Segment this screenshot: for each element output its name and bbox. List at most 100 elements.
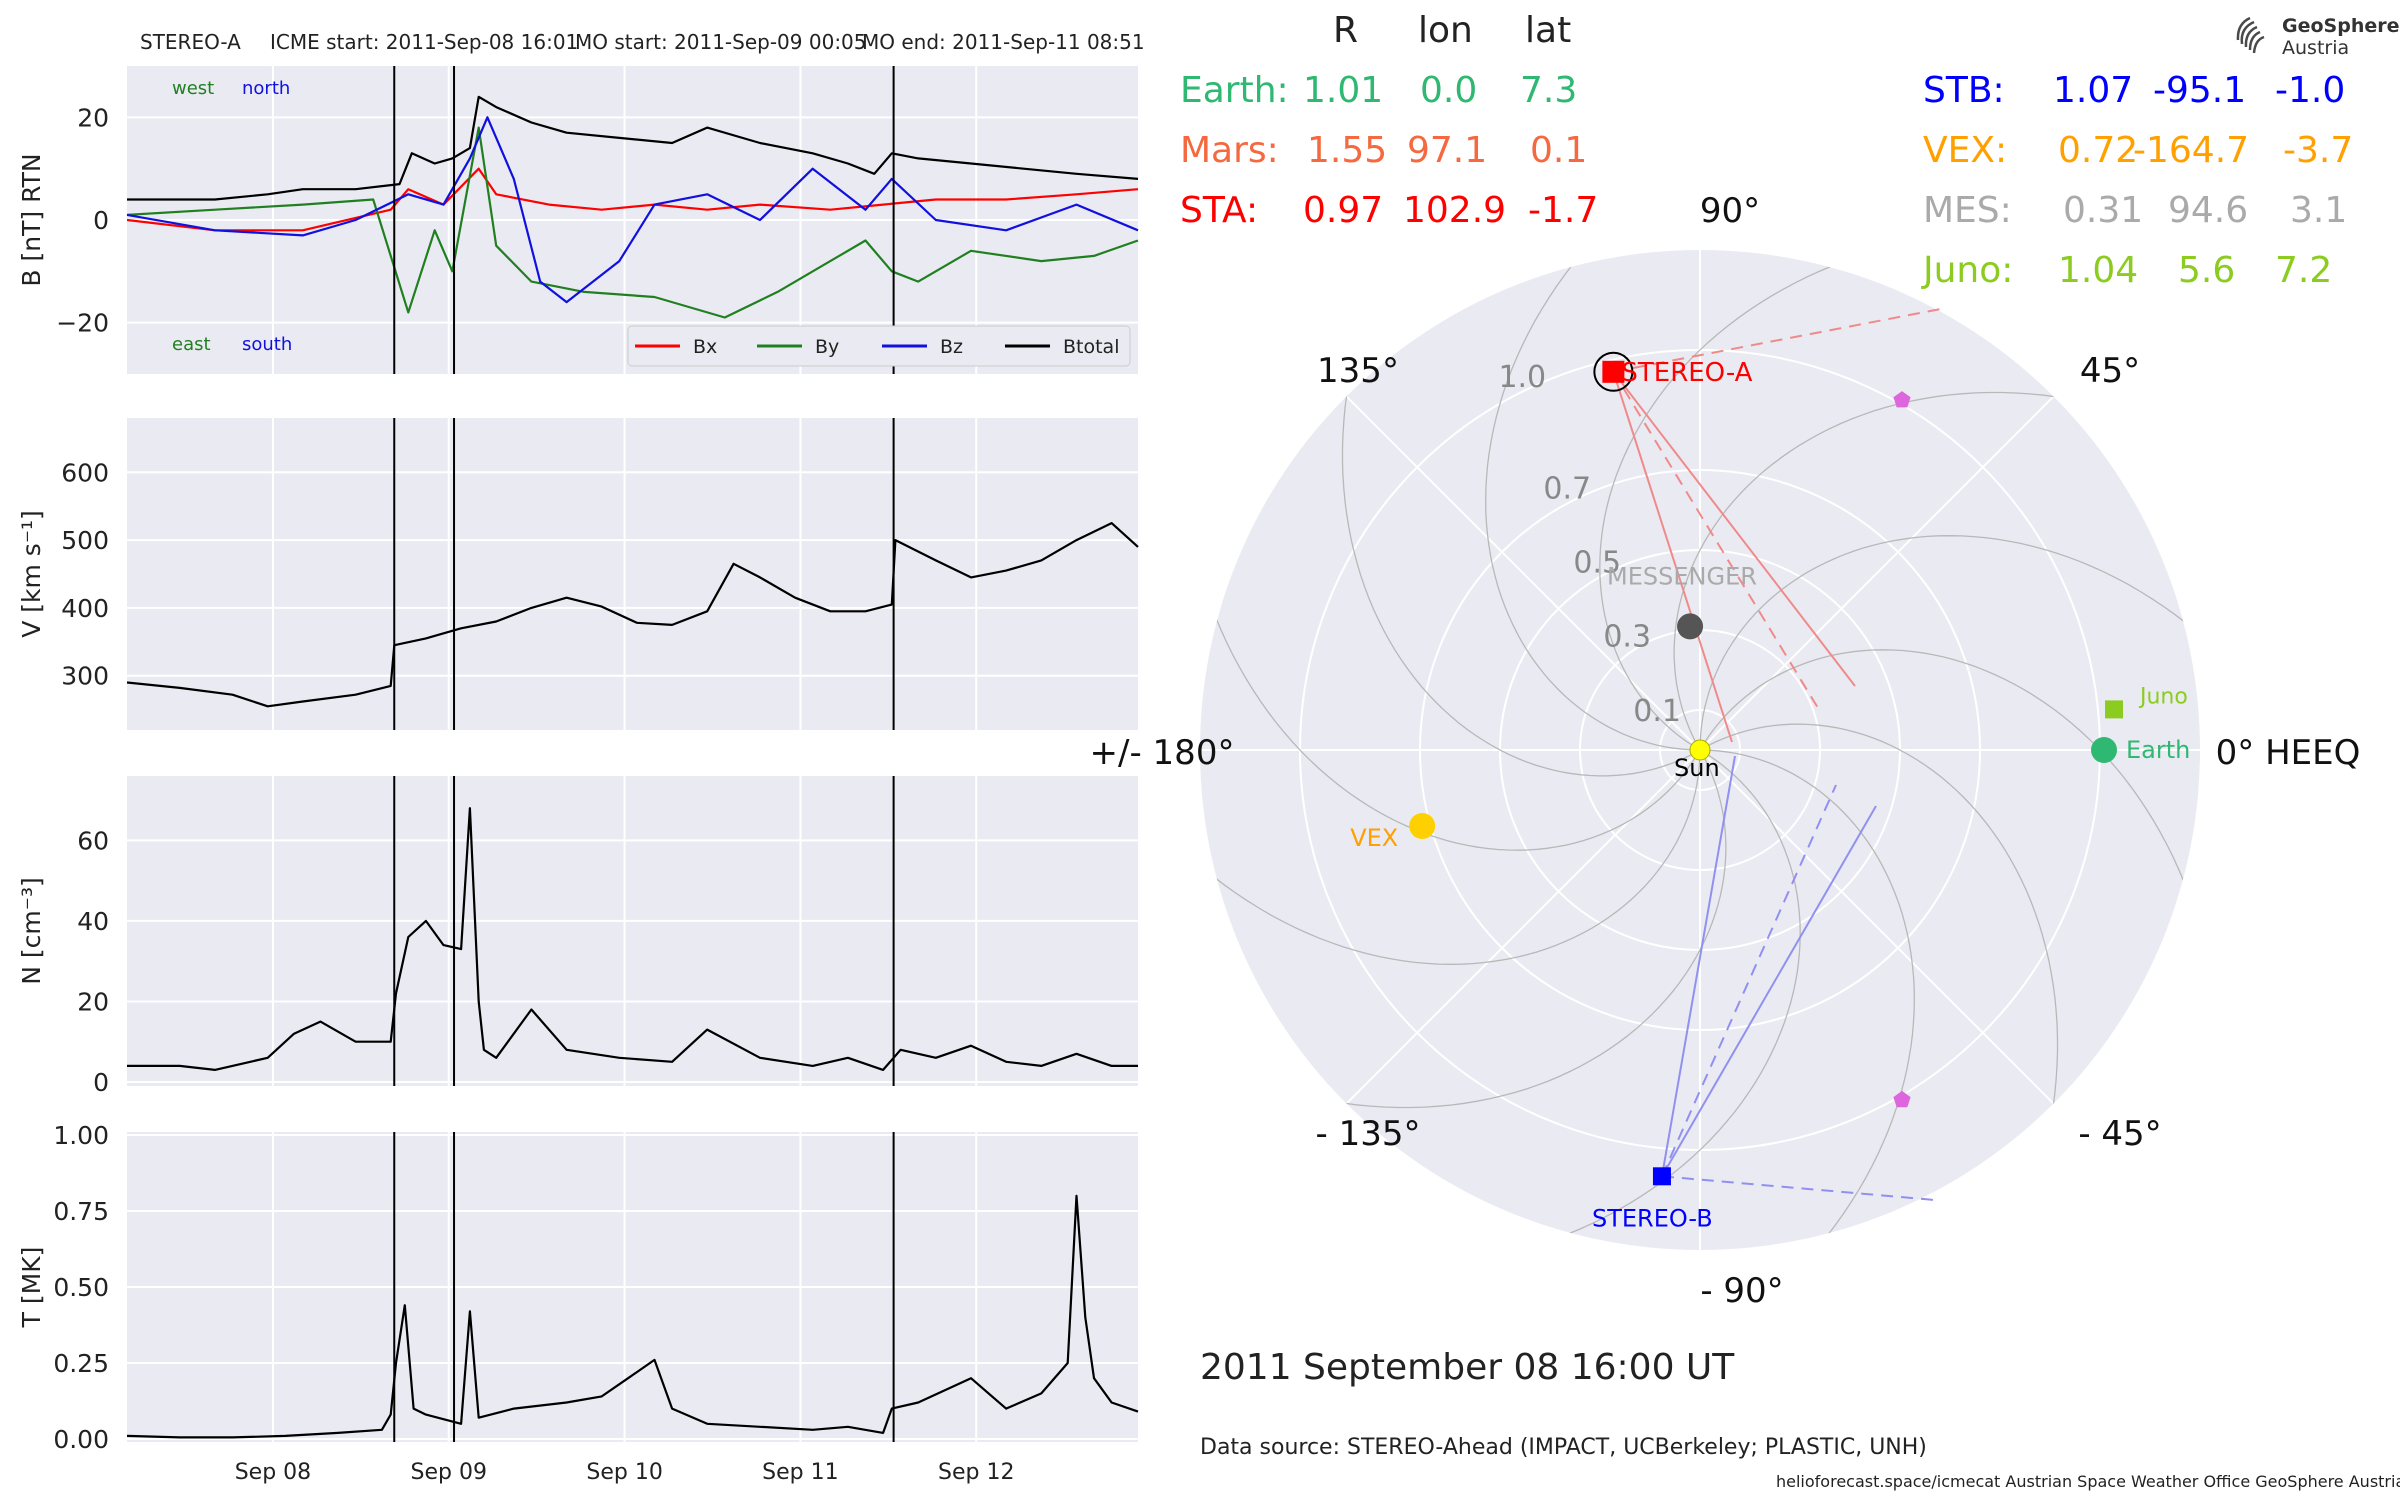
angle-label: - 90° xyxy=(1700,1271,1783,1311)
radial-tick-label: 0.5 xyxy=(1573,546,1621,581)
y-tick-label: 0.25 xyxy=(53,1349,109,1378)
row-name: VEX: xyxy=(1923,130,2008,171)
header-icme-start: ICME start: 2011-Sep-08 16:01 xyxy=(270,30,579,54)
pentagon-marker xyxy=(1893,1090,1911,1108)
parker-spiral-line xyxy=(1699,535,2200,751)
legend-box xyxy=(627,325,1131,367)
row-lon: -95.1 xyxy=(2153,70,2247,111)
legend-label-bz: Bz xyxy=(940,336,963,358)
plot-background xyxy=(127,418,1138,730)
parker-spiral-line xyxy=(1699,649,2196,911)
stereo-b-label: STEREO-B xyxy=(1592,1204,1713,1232)
polar-plot: 0.1 0.3 0.5 0.7 1.0 0° HEEQ 45° 90° 135° +/- 180°… xyxy=(1090,191,2361,1311)
panel-magnetic_field: 20 0 −20 B [nT] RTN west north east south Bx By Bz… xyxy=(17,66,1139,374)
row-name: Mars: xyxy=(1180,130,1279,171)
row-lat: 0.1 xyxy=(1530,130,1588,171)
messenger-label: MESSENGER xyxy=(1607,562,1757,590)
panel-speed: 600 500 400 300 V [km s⁻¹] xyxy=(17,418,1139,730)
stereo-a-fov-line xyxy=(1612,371,1733,743)
radial-tick-label: 0.1 xyxy=(1633,694,1681,729)
annotation-west: west xyxy=(172,78,214,99)
row-lon: 102.9 xyxy=(1403,190,1507,231)
geosphere-logo-icon xyxy=(2236,16,2265,54)
series-line-t xyxy=(126,1194,1139,1439)
angle-label: 45° xyxy=(2080,351,2140,391)
row-r: 0.72 xyxy=(2058,130,2139,171)
x-tick-label: Sep 10 xyxy=(586,1460,662,1485)
y-tick-label: 40 xyxy=(77,907,109,936)
y-tick-label: 0.50 xyxy=(53,1273,109,1302)
stereo-b-fov-line xyxy=(1661,805,1877,1177)
y-tick-label: 1.00 xyxy=(53,1121,109,1150)
stereo-a-ring xyxy=(1593,351,1634,392)
parker-spiral-line xyxy=(1485,250,1701,751)
legend: Bx By Bz Btotal xyxy=(627,325,1131,367)
parker-spirals xyxy=(1200,250,2200,1250)
sun-marker xyxy=(1689,739,1711,761)
pentagon-marker xyxy=(1893,391,1911,408)
parker-spiral-line xyxy=(1313,749,1727,1109)
row-name: STA: xyxy=(1180,190,1259,231)
footer-datetime: 2011 September 08 16:00 UT xyxy=(1200,1347,1735,1388)
y-axis-label: V [km s⁻¹] xyxy=(17,510,46,638)
row-lat: -1.0 xyxy=(2275,70,2346,111)
header-mo-end: MO end: 2011-Sep-11 08:51 xyxy=(862,30,1145,54)
footer-credits: helioforecast.space/icmecat Austrian Spa… xyxy=(1776,1472,2400,1491)
parker-spiral-line xyxy=(1699,723,2059,1137)
angle-label: - 45° xyxy=(2078,1114,2161,1154)
table-header-r: R xyxy=(1333,10,1359,51)
angle-label: 90° xyxy=(1700,191,1760,231)
row-r: 1.55 xyxy=(1307,130,1388,171)
x-tick-label: Sep 09 xyxy=(411,1460,487,1485)
annotation-north: north xyxy=(242,78,290,99)
vex-marker xyxy=(1409,812,1436,839)
parker-spiral-line xyxy=(1599,254,1861,751)
row-lat: 7.3 xyxy=(1520,70,1578,111)
row-name: Earth: xyxy=(1180,70,1289,111)
x-tick-label: Sep 11 xyxy=(762,1460,838,1485)
x-tick-label: Sep 08 xyxy=(235,1460,311,1485)
earth-marker xyxy=(2091,737,2117,763)
stereo-b-marker xyxy=(1652,1167,1671,1186)
angular-gridline xyxy=(1699,749,2055,1105)
row-r: 1.07 xyxy=(2053,70,2134,111)
series-line-v xyxy=(126,522,1139,708)
y-tick-label: 20 xyxy=(77,987,109,1016)
radial-tick-label: 1.0 xyxy=(1498,360,1546,395)
legend-label-bx: Bx xyxy=(693,336,717,358)
row-name: Juno: xyxy=(1923,250,2014,291)
row-lat: 3.1 xyxy=(2290,190,2348,231)
angle-label: 0° HEEQ xyxy=(2216,733,2361,773)
annotation-south: south xyxy=(242,334,292,355)
sun-label: Sun xyxy=(1674,754,1720,782)
stereo-b-fov-line xyxy=(1660,755,1736,1177)
stereo-a-label: STEREO-A xyxy=(1621,358,1752,388)
parker-spiral-line xyxy=(1200,749,1701,965)
row-lat: -1.7 xyxy=(1528,190,1599,231)
stereo-b-fov-line xyxy=(1661,784,1837,1177)
angle-label: 135° xyxy=(1317,351,1399,391)
stereo-a-marker xyxy=(1602,360,1625,383)
annotation-east: east xyxy=(172,334,211,355)
vex-label: VEX xyxy=(1350,824,1398,852)
parker-spiral-line xyxy=(1699,749,1915,1250)
messenger-marker xyxy=(1677,613,1704,640)
angular-gridline xyxy=(1699,395,2055,751)
y-tick-label: −20 xyxy=(56,309,109,338)
row-lon: -164.7 xyxy=(2133,130,2250,171)
row-name: MES: xyxy=(1923,190,2012,231)
angle-label: +/- 180° xyxy=(1090,733,1235,773)
y-tick-label: 600 xyxy=(61,458,109,487)
row-r: 1.01 xyxy=(1303,70,1384,111)
parker-spiral-line xyxy=(1673,391,2087,751)
plot-background xyxy=(127,776,1138,1086)
table-header-lat: lat xyxy=(1525,10,1572,51)
y-tick-label: 0.75 xyxy=(53,1197,109,1226)
header-spacecraft: STEREO-A xyxy=(140,30,241,54)
y-tick-label: 0 xyxy=(93,206,109,235)
table-header-lon: lon xyxy=(1418,10,1473,51)
y-axis-label: N [cm⁻³] xyxy=(17,877,46,984)
row-lon: 5.6 xyxy=(2178,250,2236,291)
